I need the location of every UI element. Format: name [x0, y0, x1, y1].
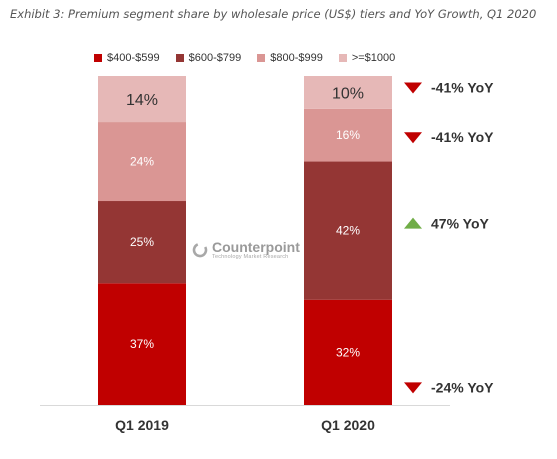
- watermark-text: Counterpoint Technology Market Research: [212, 240, 300, 261]
- bar-segment: [304, 299, 392, 405]
- data-label: 42%: [336, 224, 360, 238]
- chart-legend: $400-$599 $600-$799 $800-$999 >=$1000: [94, 52, 395, 64]
- x-tick-label: Q1 2019: [115, 417, 169, 433]
- bar-segment: [98, 122, 186, 202]
- data-label: 25%: [130, 235, 154, 249]
- legend-swatch: [257, 54, 266, 62]
- yoy-annotation: -41% YoY: [431, 79, 494, 95]
- chart-title: Exhibit 3: Premium segment share by whol…: [10, 7, 537, 21]
- legend-label: $800-$999: [270, 52, 323, 64]
- legend-item: >=$1000: [338, 52, 396, 64]
- bar-segment: [304, 108, 392, 162]
- arrow-down-icon: [404, 132, 422, 144]
- legend-item: $800-$999: [257, 52, 323, 64]
- legend-swatch: [94, 54, 102, 62]
- counterpoint-logo-icon: [192, 242, 208, 258]
- legend-swatch: [175, 54, 184, 62]
- bar-segment: [98, 283, 186, 405]
- arrow-down-icon: [404, 382, 422, 394]
- legend-item: $600-$799: [175, 52, 242, 64]
- legend-label: >=$1000: [351, 52, 396, 64]
- yoy-annotation: -41% YoY: [431, 129, 494, 145]
- data-label: 10%: [332, 85, 364, 102]
- data-label: 37%: [130, 337, 154, 351]
- x-tick-label: Q1 2020: [321, 417, 375, 433]
- data-label: 24%: [130, 155, 154, 169]
- legend-label: $400-$599: [107, 52, 160, 64]
- legend-item: $400-$599: [94, 52, 160, 64]
- arrow-down-icon: [404, 82, 422, 94]
- data-label: 32%: [336, 345, 360, 359]
- data-label: 14%: [126, 92, 158, 109]
- yoy-annotation: 47% YoY: [431, 216, 490, 232]
- bar-segment: [98, 201, 186, 284]
- watermark-name: Counterpoint: [212, 239, 300, 255]
- bar-segment: [304, 161, 392, 300]
- watermark-tagline: Technology Market Research: [212, 254, 289, 260]
- legend-label: $600-$799: [188, 52, 242, 64]
- yoy-annotation: -24% YoY: [431, 379, 494, 395]
- legend-swatch: [338, 54, 347, 62]
- bar-segment: [304, 76, 392, 109]
- data-label: 16%: [336, 128, 360, 142]
- watermark: Counterpoint Technology Market Research: [192, 240, 300, 261]
- arrow-up-icon: [404, 217, 422, 229]
- bar-segment: [98, 76, 186, 123]
